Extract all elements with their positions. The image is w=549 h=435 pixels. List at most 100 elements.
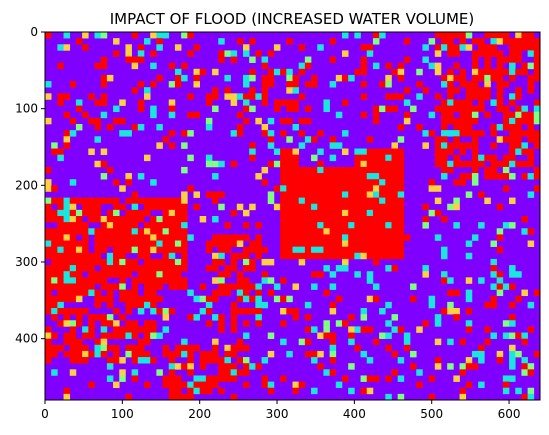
heatmap-cell [496,99,504,106]
heatmap-cell [51,197,58,205]
heatmap-cell [119,117,126,125]
heatmap-cell [51,142,58,149]
heatmap-cell [515,387,522,395]
heatmap-cell [113,203,120,211]
heatmap-cell [360,173,368,180]
heatmap-cell [465,142,473,149]
heatmap-cell [471,166,479,174]
heatmap-cell [502,124,510,131]
heatmap-cell [397,185,405,192]
heatmap-cell [372,154,380,162]
heatmap-cell [137,197,145,205]
heatmap-cell [63,387,71,395]
heatmap-cell [243,295,250,303]
heatmap-cell [51,314,58,321]
heatmap-cell [317,252,324,260]
y-tick-label: 100 [15,102,38,116]
heatmap-cell [63,332,71,339]
heatmap-cell [45,216,52,223]
heatmap-cell [434,185,442,192]
heatmap-cell [193,111,200,119]
heatmap-cell [100,314,108,321]
heatmap-cell [51,301,58,309]
heatmap-cell [82,344,89,352]
heatmap-cell [131,56,139,63]
heatmap-cell [69,350,77,358]
heatmap-cell [298,191,306,198]
heatmap-cell [286,136,293,143]
heatmap-cell [106,265,114,272]
heatmap-cell [174,344,182,352]
heatmap-cell [453,124,460,131]
heatmap-cell [453,142,460,149]
heatmap-cell [533,105,541,113]
heatmap-cell [119,203,126,211]
heatmap-cell [243,105,250,113]
heatmap-cell [329,81,337,88]
heatmap-cell [410,105,417,113]
heatmap-cell [230,56,238,63]
heatmap-cell [131,246,139,254]
heatmap-cell [329,252,337,260]
heatmap-cell [162,216,170,223]
heatmap-cell [267,289,275,297]
heatmap-cell [317,191,324,198]
heatmap-cell [94,234,101,241]
heatmap-cell [342,234,349,241]
heatmap-cell [137,209,145,217]
heatmap-cell [471,93,479,100]
heatmap-cell [88,209,95,217]
heatmap-cell [428,111,436,119]
heatmap-cell [69,277,77,284]
heatmap-cell [144,222,151,229]
heatmap-cell [342,265,349,272]
heatmap-cell [533,68,541,76]
heatmap-cell [280,338,287,346]
heatmap-cell [45,234,52,241]
heatmap-cell [57,216,64,223]
heatmap-cell [459,124,467,131]
heatmap-cell [515,50,522,57]
heatmap-cell [150,320,157,327]
heatmap-cell [75,228,83,235]
heatmap-cell [100,228,108,235]
heatmap-cell [360,44,368,51]
heatmap-cell [168,277,176,284]
heatmap-cell [125,350,132,358]
heatmap-cell [100,234,108,241]
heatmap-cell [360,81,368,88]
heatmap-cell [243,308,250,315]
heatmap-cell [125,222,132,229]
heatmap-cell [137,81,145,88]
heatmap-cell [471,136,479,143]
heatmap-cell [181,191,188,198]
heatmap-cell [255,246,262,254]
heatmap-cell [360,93,368,100]
heatmap-cell [366,357,374,364]
heatmap-cell [113,38,120,45]
heatmap-cell [335,191,343,198]
heatmap-cell [137,240,145,247]
heatmap-cell [261,130,269,137]
heatmap-cell [311,234,318,241]
heatmap-cell [236,234,244,241]
heatmap-cell [57,344,64,352]
heatmap-cell [224,289,231,297]
heatmap-cell [478,93,485,100]
heatmap-cell [496,68,504,76]
heatmap-cell [496,228,504,235]
heatmap-cell [397,197,405,205]
heatmap-cell [181,283,188,290]
heatmap-cell [478,50,485,57]
heatmap-cell [311,185,318,192]
heatmap-cell [280,197,287,205]
heatmap-cell [119,228,126,235]
heatmap-cell [441,38,448,45]
heatmap-cell [63,271,71,278]
heatmap-cell [137,295,145,303]
heatmap-cell [199,283,207,290]
heatmap-cell [391,160,398,168]
heatmap-cell [69,234,77,241]
heatmap-cell [88,320,95,327]
heatmap-cell [63,32,71,39]
